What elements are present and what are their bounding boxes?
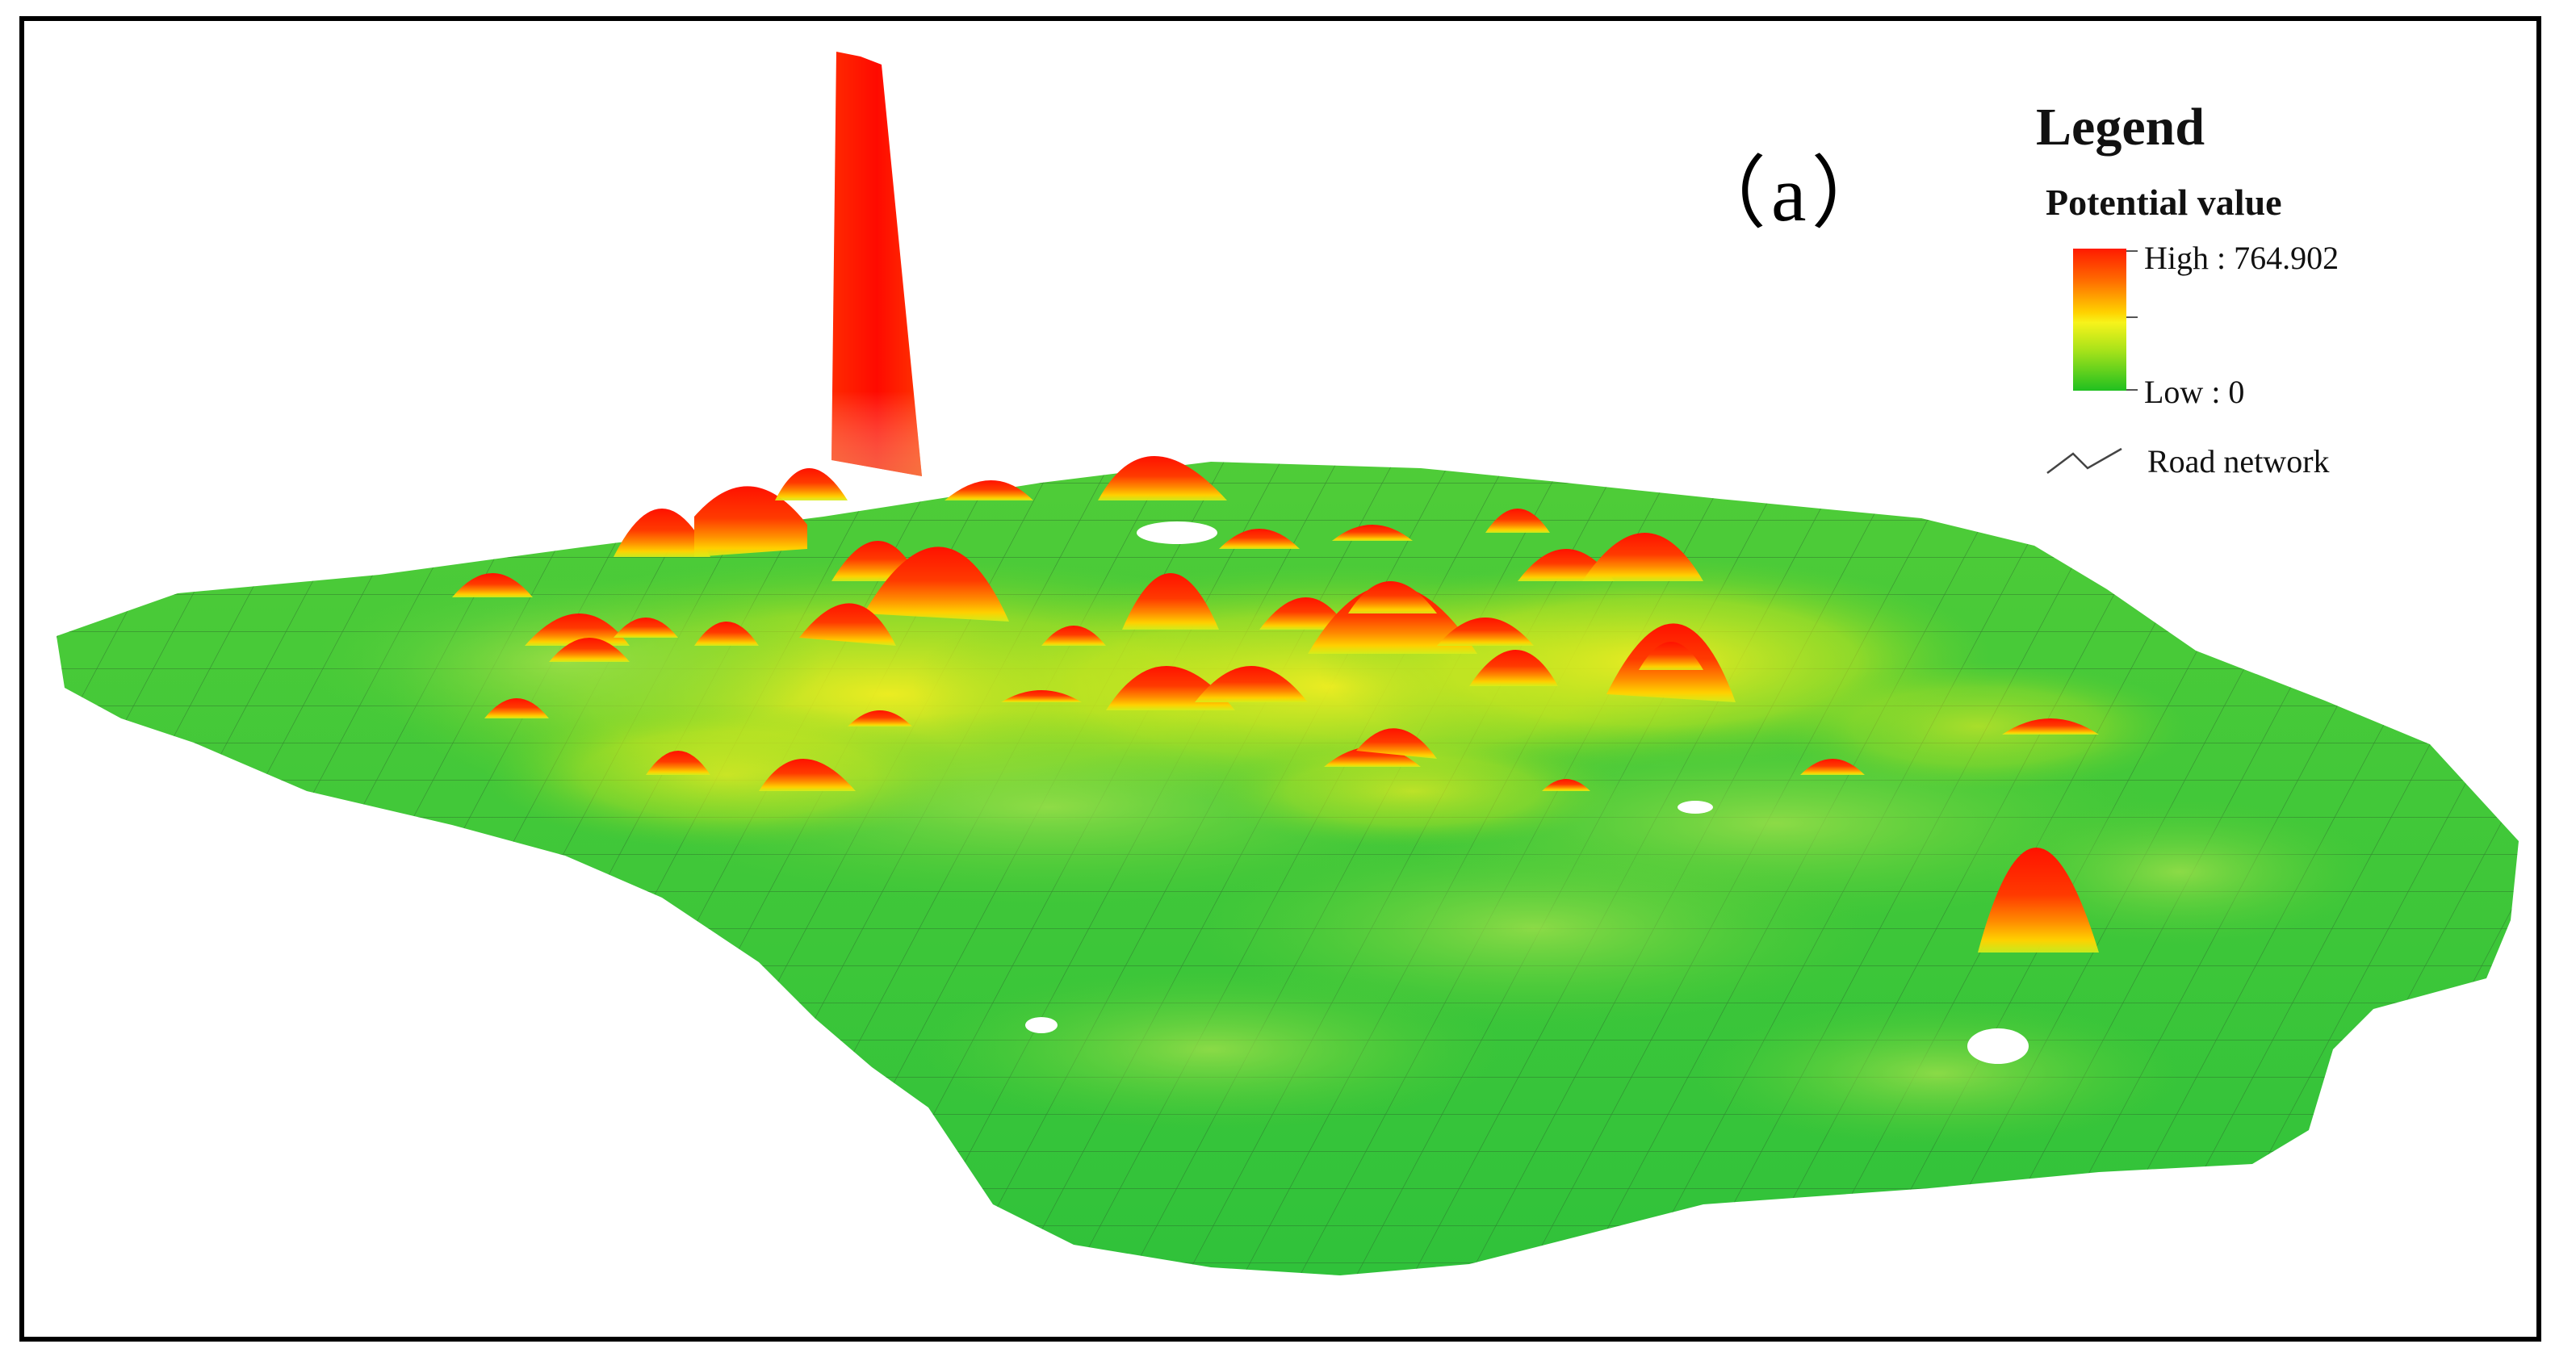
legend-road-label: Road network: [2147, 443, 2330, 479]
map-hole: [1137, 521, 1217, 544]
legend-title: Legend: [2036, 98, 2205, 157]
legend-subtitle: Potential value: [2046, 182, 2282, 223]
legend-road-item: Road network: [2044, 442, 2330, 480]
legend-low-label: Low : 0: [2144, 374, 2245, 410]
ramp-tick-high: [2126, 250, 2138, 252]
ramp-tick-low: [2126, 389, 2138, 391]
legend-high-label: High : 764.902: [2144, 240, 2339, 276]
road-network-icon: [2046, 447, 2122, 474]
ramp-tick-mid: [2126, 316, 2138, 318]
potential-peaks: [452, 456, 2099, 953]
map-hole: [1967, 1028, 2029, 1064]
maximum-potential-spire: [831, 52, 922, 476]
map-hole: [1678, 801, 1713, 814]
map-hole: [1025, 1017, 1058, 1033]
legend-color-ramp: [2073, 249, 2126, 391]
panel-label: （a）: [1687, 151, 1895, 238]
